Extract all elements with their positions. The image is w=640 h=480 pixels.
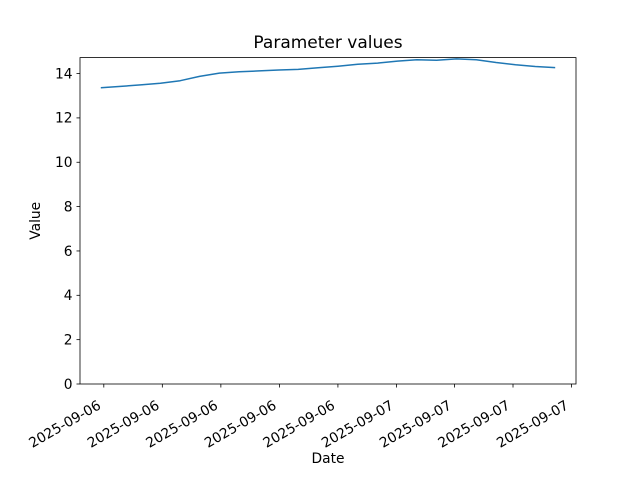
y-tick-label: 4: [64, 288, 73, 304]
y-axis-label: Value: [28, 202, 44, 240]
y-tick-label: 0: [64, 377, 73, 393]
series-line: [100, 58, 556, 89]
chart-title: Parameter values: [253, 33, 402, 53]
y-tick-label: 14: [55, 66, 73, 82]
y-tick-label: 2: [64, 332, 73, 348]
plot-area: 024681012142025-09-062025-09-062025-09-0…: [26, 57, 577, 452]
x-axis-label: Date: [312, 451, 345, 467]
plot-border: [79, 57, 577, 385]
y-tick-label: 8: [64, 199, 73, 215]
y-tick-label: 10: [55, 155, 73, 171]
y-tick-label: 6: [64, 244, 73, 260]
y-tick-label: 12: [55, 111, 73, 127]
